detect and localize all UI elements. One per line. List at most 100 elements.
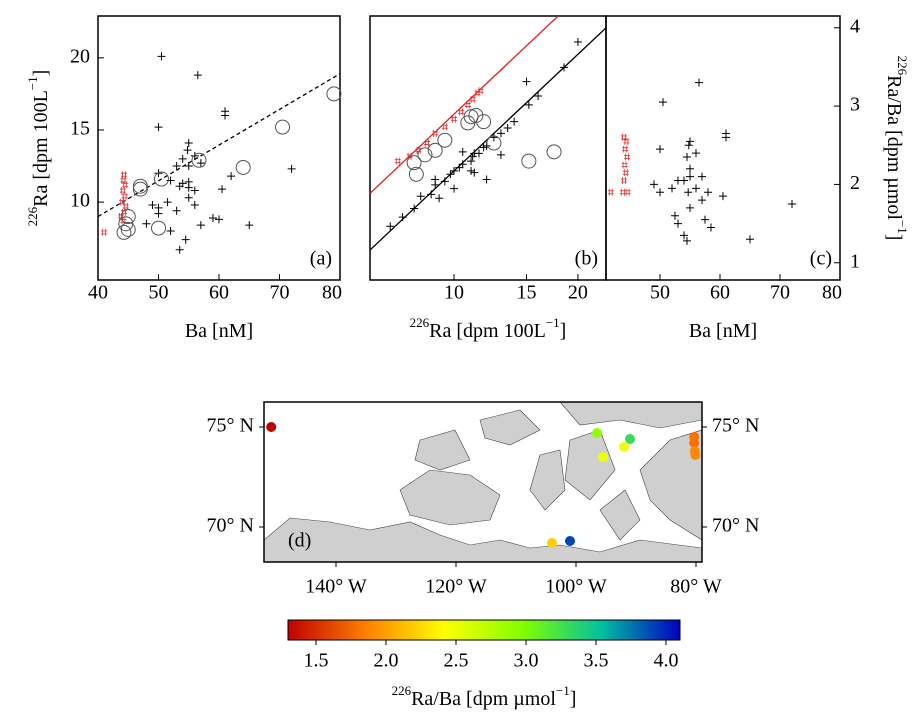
x-tick-label: 140° W: [305, 576, 367, 598]
y-tick-label: 20: [70, 45, 90, 67]
hash-marker: [607, 188, 614, 196]
plus-marker: [686, 137, 694, 146]
x-axis-label-part: Ba [nM]: [689, 320, 757, 342]
panel-label: (b): [575, 248, 598, 270]
plus-marker: [656, 145, 664, 154]
circle-marker: [406, 155, 422, 171]
plus-marker: [175, 245, 184, 254]
plus-marker: [659, 98, 667, 107]
plus-marker: [686, 164, 694, 173]
plus-marker: [184, 138, 193, 147]
hash-marker: [623, 137, 630, 145]
plus-marker: [680, 231, 688, 240]
hash-marker: [121, 171, 128, 179]
circle-marker: [437, 132, 453, 148]
plus-marker: [680, 176, 688, 185]
y-axis-label-part: ]: [883, 234, 905, 241]
x-tick-label: 80: [322, 282, 342, 304]
plus-marker: [524, 100, 533, 109]
circle-marker: [486, 135, 502, 151]
circle-marker: [427, 142, 443, 158]
hash-marker: [624, 188, 631, 196]
plus-marker: [184, 162, 193, 171]
circle-marker: [132, 181, 148, 197]
x-axis-label: Ba [nM]: [689, 320, 757, 342]
plus-marker: [503, 124, 512, 133]
hash-marker: [474, 89, 481, 97]
station: [547, 538, 557, 548]
y-axis-label-part: −1: [25, 76, 40, 90]
fit-line: [98, 73, 340, 218]
plus-marker: [142, 219, 151, 228]
plus-marker: [656, 188, 664, 197]
station: [625, 434, 635, 444]
y-tick-label: 70° N: [207, 515, 254, 537]
colorbar-label-part: Ra/Ba [dpm µmol: [411, 688, 556, 710]
plus-marker: [701, 215, 709, 224]
station: [689, 438, 700, 448]
colorbar-tick-label: 3.5: [584, 650, 609, 672]
colorbar-tick-label: 2.5: [444, 650, 469, 672]
panel-label: (c): [810, 248, 832, 270]
y-tick-label: 4: [850, 15, 860, 37]
hash-marker: [451, 115, 458, 123]
y-tick-label: 75° N: [207, 415, 254, 437]
plus-marker: [668, 184, 676, 193]
circle-marker: [132, 178, 148, 194]
plus-marker: [181, 235, 190, 244]
plus-marker: [193, 71, 202, 80]
station: [565, 536, 575, 546]
plus-marker: [175, 182, 184, 191]
station: [598, 452, 608, 462]
hash-marker: [621, 133, 627, 141]
x-tick-label: 50: [650, 282, 670, 304]
station: [266, 422, 277, 432]
colorbar-label-part: 226: [392, 683, 412, 698]
colorbar-label-part: −1: [556, 683, 570, 698]
circle-marker: [151, 220, 166, 236]
plus-marker: [686, 172, 694, 181]
colorbar-label: 226Ra/Ba [dpm µmol−1]: [392, 683, 577, 709]
hash-marker: [622, 145, 629, 153]
plus-marker: [245, 221, 254, 230]
hash-marker: [469, 95, 476, 103]
fit-line: [370, 16, 559, 194]
station: [690, 450, 701, 460]
plus-marker: [166, 226, 175, 235]
y-tick-label: 10: [70, 190, 90, 212]
circle-marker: [120, 222, 136, 238]
plus-marker: [398, 213, 407, 222]
plus-marker: [227, 172, 236, 181]
station: [619, 442, 629, 452]
circle-marker: [326, 86, 342, 102]
y-tick-label: 3: [850, 94, 860, 116]
x-tick-label: 50: [149, 282, 169, 304]
x-tick-label: 80° W: [670, 576, 722, 598]
plus-marker: [435, 194, 444, 203]
hash-marker: [122, 202, 129, 210]
y-axis-label: 226Ra [dpm 100L−1]: [25, 70, 51, 227]
plus-marker: [184, 193, 193, 202]
plus-marker: [692, 149, 700, 158]
circle-marker: [191, 152, 207, 168]
plus-marker: [190, 186, 199, 195]
x-axis-label-part: 226: [410, 315, 430, 330]
hash-marker: [101, 228, 108, 236]
plus-marker: [470, 168, 479, 177]
colorbar-tick-label: 4.0: [654, 650, 679, 672]
plus-marker: [719, 192, 727, 201]
circle-marker: [275, 119, 291, 135]
plus-marker: [455, 163, 464, 172]
plus-marker: [450, 166, 459, 175]
plus-marker: [410, 204, 419, 213]
x-tick-label: 70: [770, 282, 790, 304]
circle-marker: [546, 144, 562, 160]
circle-marker: [120, 209, 136, 225]
y-axis-label-part: −1: [895, 220, 910, 234]
x-tick-label: 60: [710, 282, 730, 304]
plus-marker: [427, 190, 436, 199]
plus-marker: [684, 188, 693, 197]
circle-marker: [154, 171, 170, 187]
y-tick-label: 2: [850, 172, 860, 194]
plus-marker: [440, 177, 449, 186]
